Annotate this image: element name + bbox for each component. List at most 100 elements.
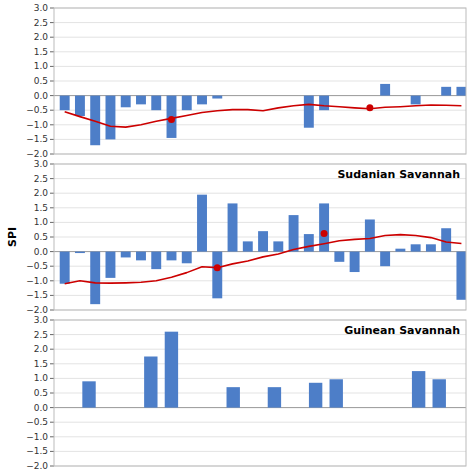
tick-mark (50, 451, 54, 452)
grid-line (54, 393, 466, 394)
bar (106, 252, 116, 278)
bar (75, 96, 85, 116)
bar (350, 95, 360, 96)
grid-line (54, 124, 466, 125)
bar (258, 231, 268, 251)
tick-mark (50, 436, 54, 437)
bar (206, 407, 219, 408)
bar (247, 407, 260, 408)
bar (334, 252, 344, 262)
bar (365, 95, 375, 96)
grid-line (54, 222, 466, 223)
chart: −2.0−1.5−1.0−0.50.00.51.01.52.02.53.0−2.… (0, 0, 474, 474)
bar (62, 407, 75, 408)
bar (106, 96, 116, 140)
bar (185, 407, 198, 408)
bar (319, 96, 329, 111)
tick-label: 0.5 (34, 76, 48, 86)
tick-mark (50, 51, 54, 52)
tick-label: 1.5 (34, 359, 48, 369)
grid-line (54, 81, 466, 82)
tick-label: −0.5 (26, 417, 48, 427)
tick-mark (50, 237, 54, 238)
grid-line (54, 280, 466, 281)
tick-mark (50, 393, 54, 394)
bar (144, 357, 157, 408)
tick-mark (50, 22, 54, 23)
bar (182, 252, 192, 264)
tick-label: −1.0 (26, 120, 48, 130)
frame (54, 8, 466, 154)
tick-label: −0.5 (26, 105, 48, 115)
bar (227, 387, 240, 407)
bar (165, 332, 178, 408)
tick-label: 0.0 (34, 247, 49, 257)
bar (268, 387, 281, 407)
bar (273, 95, 283, 96)
tick-label: −1.0 (26, 276, 48, 286)
tick-label: −1.5 (26, 290, 48, 300)
bar (167, 252, 177, 261)
tick-mark (50, 334, 54, 335)
bar (197, 195, 207, 252)
bar (365, 219, 375, 251)
bar (411, 96, 421, 105)
grid-line (54, 363, 466, 364)
grid-line (54, 66, 466, 67)
bar (411, 244, 421, 251)
tick-mark (50, 193, 54, 194)
tick-label: −1.0 (26, 432, 48, 442)
tick-label: 0.5 (34, 232, 48, 242)
bar (289, 95, 299, 96)
bar (228, 203, 238, 251)
bar (60, 252, 70, 284)
marker (321, 230, 328, 237)
grid-line (54, 193, 466, 194)
tick-mark (50, 320, 54, 321)
line (65, 104, 462, 127)
tick-label: 1.5 (34, 203, 48, 213)
grid-line (54, 139, 466, 140)
tick-mark (50, 378, 54, 379)
tick-label: 2.5 (34, 174, 48, 184)
grid-line (54, 422, 466, 423)
bar (124, 407, 137, 408)
marker (366, 104, 373, 111)
bar (453, 407, 466, 408)
bar (426, 244, 436, 251)
bar (288, 407, 301, 408)
y-axis-label: SPI (6, 227, 19, 247)
tick-mark (50, 164, 54, 165)
bar (136, 96, 146, 105)
tick-label: 0.0 (34, 91, 49, 101)
tick-mark (50, 139, 54, 140)
tick-label: 2.0 (34, 344, 49, 354)
tick-label: 1.0 (34, 217, 49, 227)
tick-mark (50, 110, 54, 111)
bar (136, 252, 146, 261)
grid-line (54, 378, 466, 379)
bar (90, 252, 100, 305)
tick-label: 2.0 (34, 188, 49, 198)
bar (330, 379, 343, 407)
panel: −2.0−1.5−1.0−0.50.00.51.01.52.02.53.0Sud… (26, 159, 466, 315)
tick-label: 2.5 (34, 330, 48, 340)
tick-mark (50, 266, 54, 267)
bar (228, 95, 238, 96)
tick-mark (50, 178, 54, 179)
frame (54, 164, 466, 310)
tick-mark (50, 124, 54, 125)
grid-line (54, 37, 466, 38)
tick-label: −0.5 (26, 261, 48, 271)
bar (82, 381, 95, 407)
bar (167, 96, 177, 138)
line (65, 235, 462, 284)
tick-mark (50, 349, 54, 350)
tick-label: 2.0 (34, 32, 49, 42)
tick-label: 3.0 (34, 159, 49, 169)
grid-line (54, 407, 466, 408)
tick-label: 0.0 (34, 403, 49, 413)
tick-mark (50, 295, 54, 296)
panel-title: Guinean Savannah (344, 324, 460, 337)
bar (151, 96, 161, 111)
